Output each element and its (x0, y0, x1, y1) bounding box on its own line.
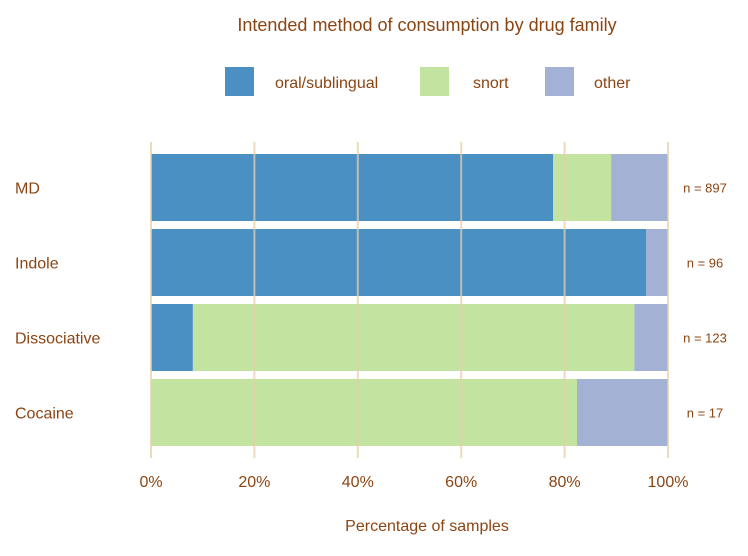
n-annotations: n = 897 n = 96 n = 123 n = 17 (683, 181, 727, 421)
x-tick-label: 80% (549, 474, 581, 491)
bar-md-oral-sublingual (151, 154, 554, 221)
legend-label: snort (473, 75, 509, 92)
chart-title: Intended method of consumption by drug f… (237, 15, 616, 35)
bar-dissociative-snort (192, 304, 635, 371)
category-label: MD (15, 181, 40, 198)
bar-cocaine-other (577, 379, 668, 446)
bar-indole-oral-sublingual (151, 229, 647, 296)
n-annotation: n = 96 (687, 256, 724, 271)
x-tick-label: 100% (648, 474, 689, 491)
category-label: Dissociative (15, 331, 100, 348)
bar-md-other (611, 154, 668, 221)
bar-indole-other (646, 229, 668, 296)
category-labels: MD Indole Dissociative Cocaine (15, 181, 100, 423)
bar-cocaine-snort (151, 379, 578, 446)
n-annotation: n = 897 (683, 181, 727, 196)
n-annotation: n = 17 (687, 406, 724, 421)
category-label: Cocaine (15, 406, 74, 423)
x-tick-label: 0% (139, 474, 162, 491)
gridlines (150, 142, 669, 458)
category-label: Indole (15, 256, 59, 273)
legend: oral/sublingual snort other (225, 67, 631, 96)
legend-swatch (545, 67, 574, 96)
legend-label: other (594, 75, 631, 92)
bar-dissociative-other (634, 304, 668, 371)
bars (151, 154, 668, 446)
x-axis-label: Percentage of samples (345, 518, 509, 535)
x-tick-label: 20% (238, 474, 270, 491)
bar-md-snort (553, 154, 612, 221)
legend-swatch (420, 67, 449, 96)
x-tick-labels: 0% 20% 40% 60% 80% 100% (139, 474, 688, 491)
legend-label: oral/sublingual (275, 75, 378, 92)
n-annotation: n = 123 (683, 331, 727, 346)
x-tick-label: 40% (342, 474, 374, 491)
x-tick-label: 60% (445, 474, 477, 491)
bar-dissociative-oral-sublingual (151, 304, 193, 371)
legend-swatch (225, 67, 254, 96)
